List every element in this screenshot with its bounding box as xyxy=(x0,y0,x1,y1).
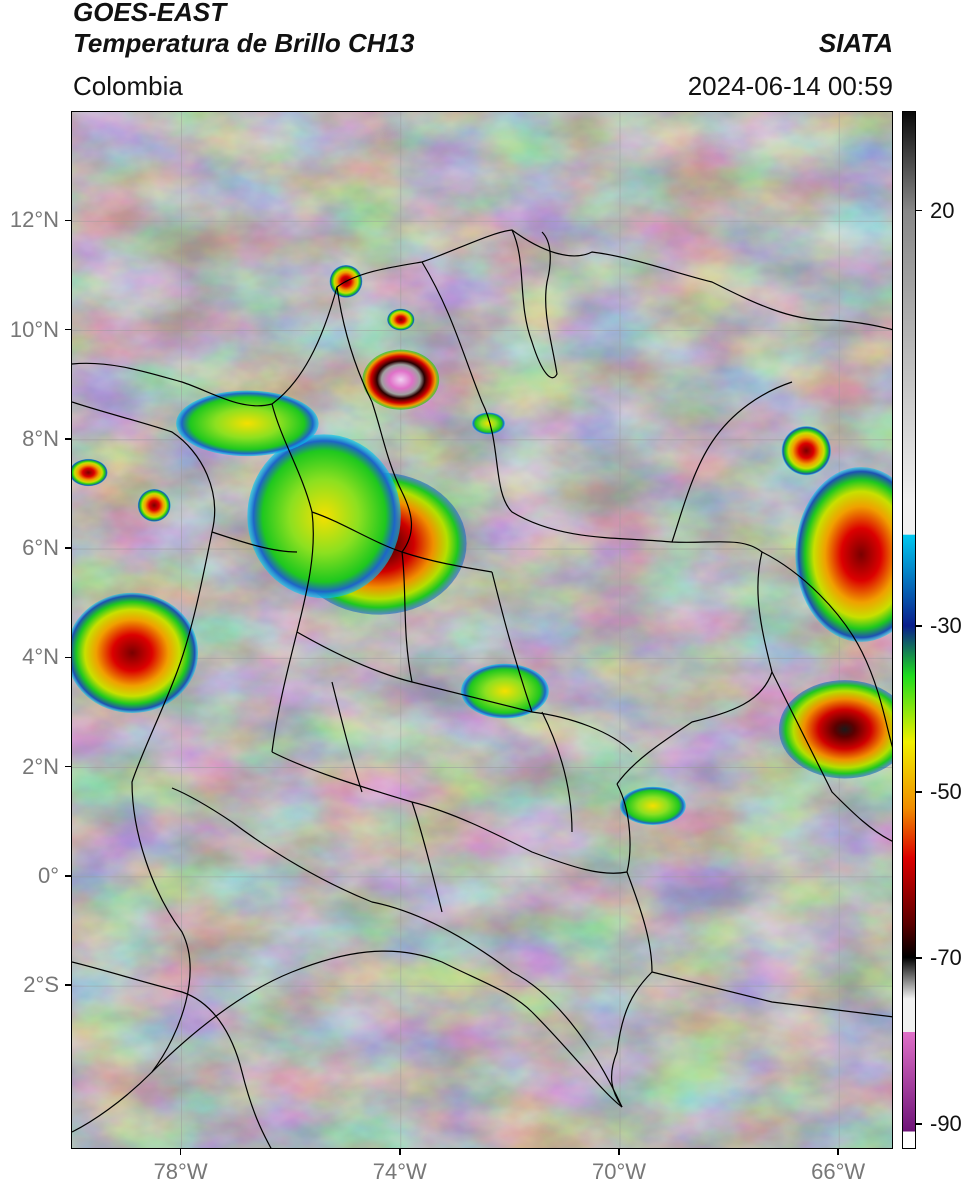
lat-tick-label: 0° xyxy=(37,862,59,888)
lat-tick-label: 4°N xyxy=(22,644,59,670)
storm-cell xyxy=(620,786,686,825)
credit-label: SIATA xyxy=(818,28,893,58)
lon-tick-label: 66°W xyxy=(811,1159,866,1184)
storm-cell xyxy=(362,349,440,410)
satellite-map[interactable] xyxy=(71,111,893,1149)
colorbar-tick xyxy=(916,957,922,959)
colorbar-tick-label: -30 xyxy=(930,612,962,638)
lon-tick xyxy=(399,1149,401,1155)
colorbar-tick-label: -50 xyxy=(930,778,962,804)
storm-cell xyxy=(778,680,892,779)
lat-tick xyxy=(65,547,71,549)
colorbar-tick xyxy=(916,209,922,212)
lon-tick xyxy=(837,1149,839,1155)
storm-cell xyxy=(781,426,831,476)
product-title: Temperatura de Brillo CH13 xyxy=(73,28,415,58)
lat-tick-label: 12°N xyxy=(9,207,59,233)
storm-cell xyxy=(137,488,171,522)
storm-cell xyxy=(72,458,108,487)
lat-tick xyxy=(65,765,71,768)
colorbar-tick-label: -70 xyxy=(930,945,962,970)
storm-cell xyxy=(176,390,319,457)
lat-tick xyxy=(65,984,71,986)
lon-tick xyxy=(179,1149,182,1155)
lat-tick-label: 2°S xyxy=(23,972,59,998)
lon-tick-label: 78°W xyxy=(153,1159,208,1184)
lon-tick-label: 70°W xyxy=(591,1159,647,1184)
storm-cell xyxy=(387,308,415,331)
region-label: Colombia xyxy=(73,71,183,101)
colorbar-tick-label: -90 xyxy=(930,1111,962,1137)
lat-tick xyxy=(65,656,71,659)
colorbar xyxy=(902,111,916,1149)
colorbar-tick xyxy=(916,625,922,627)
storm-cell xyxy=(795,467,892,642)
storm-cell xyxy=(72,592,199,713)
colorbar-tick xyxy=(916,1123,922,1125)
lat-tick xyxy=(65,438,71,440)
storm-cell xyxy=(461,663,549,719)
lon-tick xyxy=(618,1149,620,1155)
lat-tick-label: 6°N xyxy=(22,535,59,561)
storm-cell xyxy=(472,412,505,435)
lat-tick xyxy=(65,875,71,877)
lat-tick xyxy=(65,219,71,221)
lat-tick-label: 10°N xyxy=(9,316,59,342)
colorbar-tick-label: 20 xyxy=(930,197,955,223)
colorbar-tick xyxy=(916,791,922,793)
lat-tick-label: 2°N xyxy=(22,753,59,779)
timestamp-label: 2024-06-14 00:59 xyxy=(687,71,893,101)
lat-tick xyxy=(65,328,71,331)
lon-tick-label: 74°W xyxy=(372,1159,427,1184)
lat-tick-label: 8°N xyxy=(22,425,59,451)
satellite-title: GOES-EAST xyxy=(73,0,227,27)
